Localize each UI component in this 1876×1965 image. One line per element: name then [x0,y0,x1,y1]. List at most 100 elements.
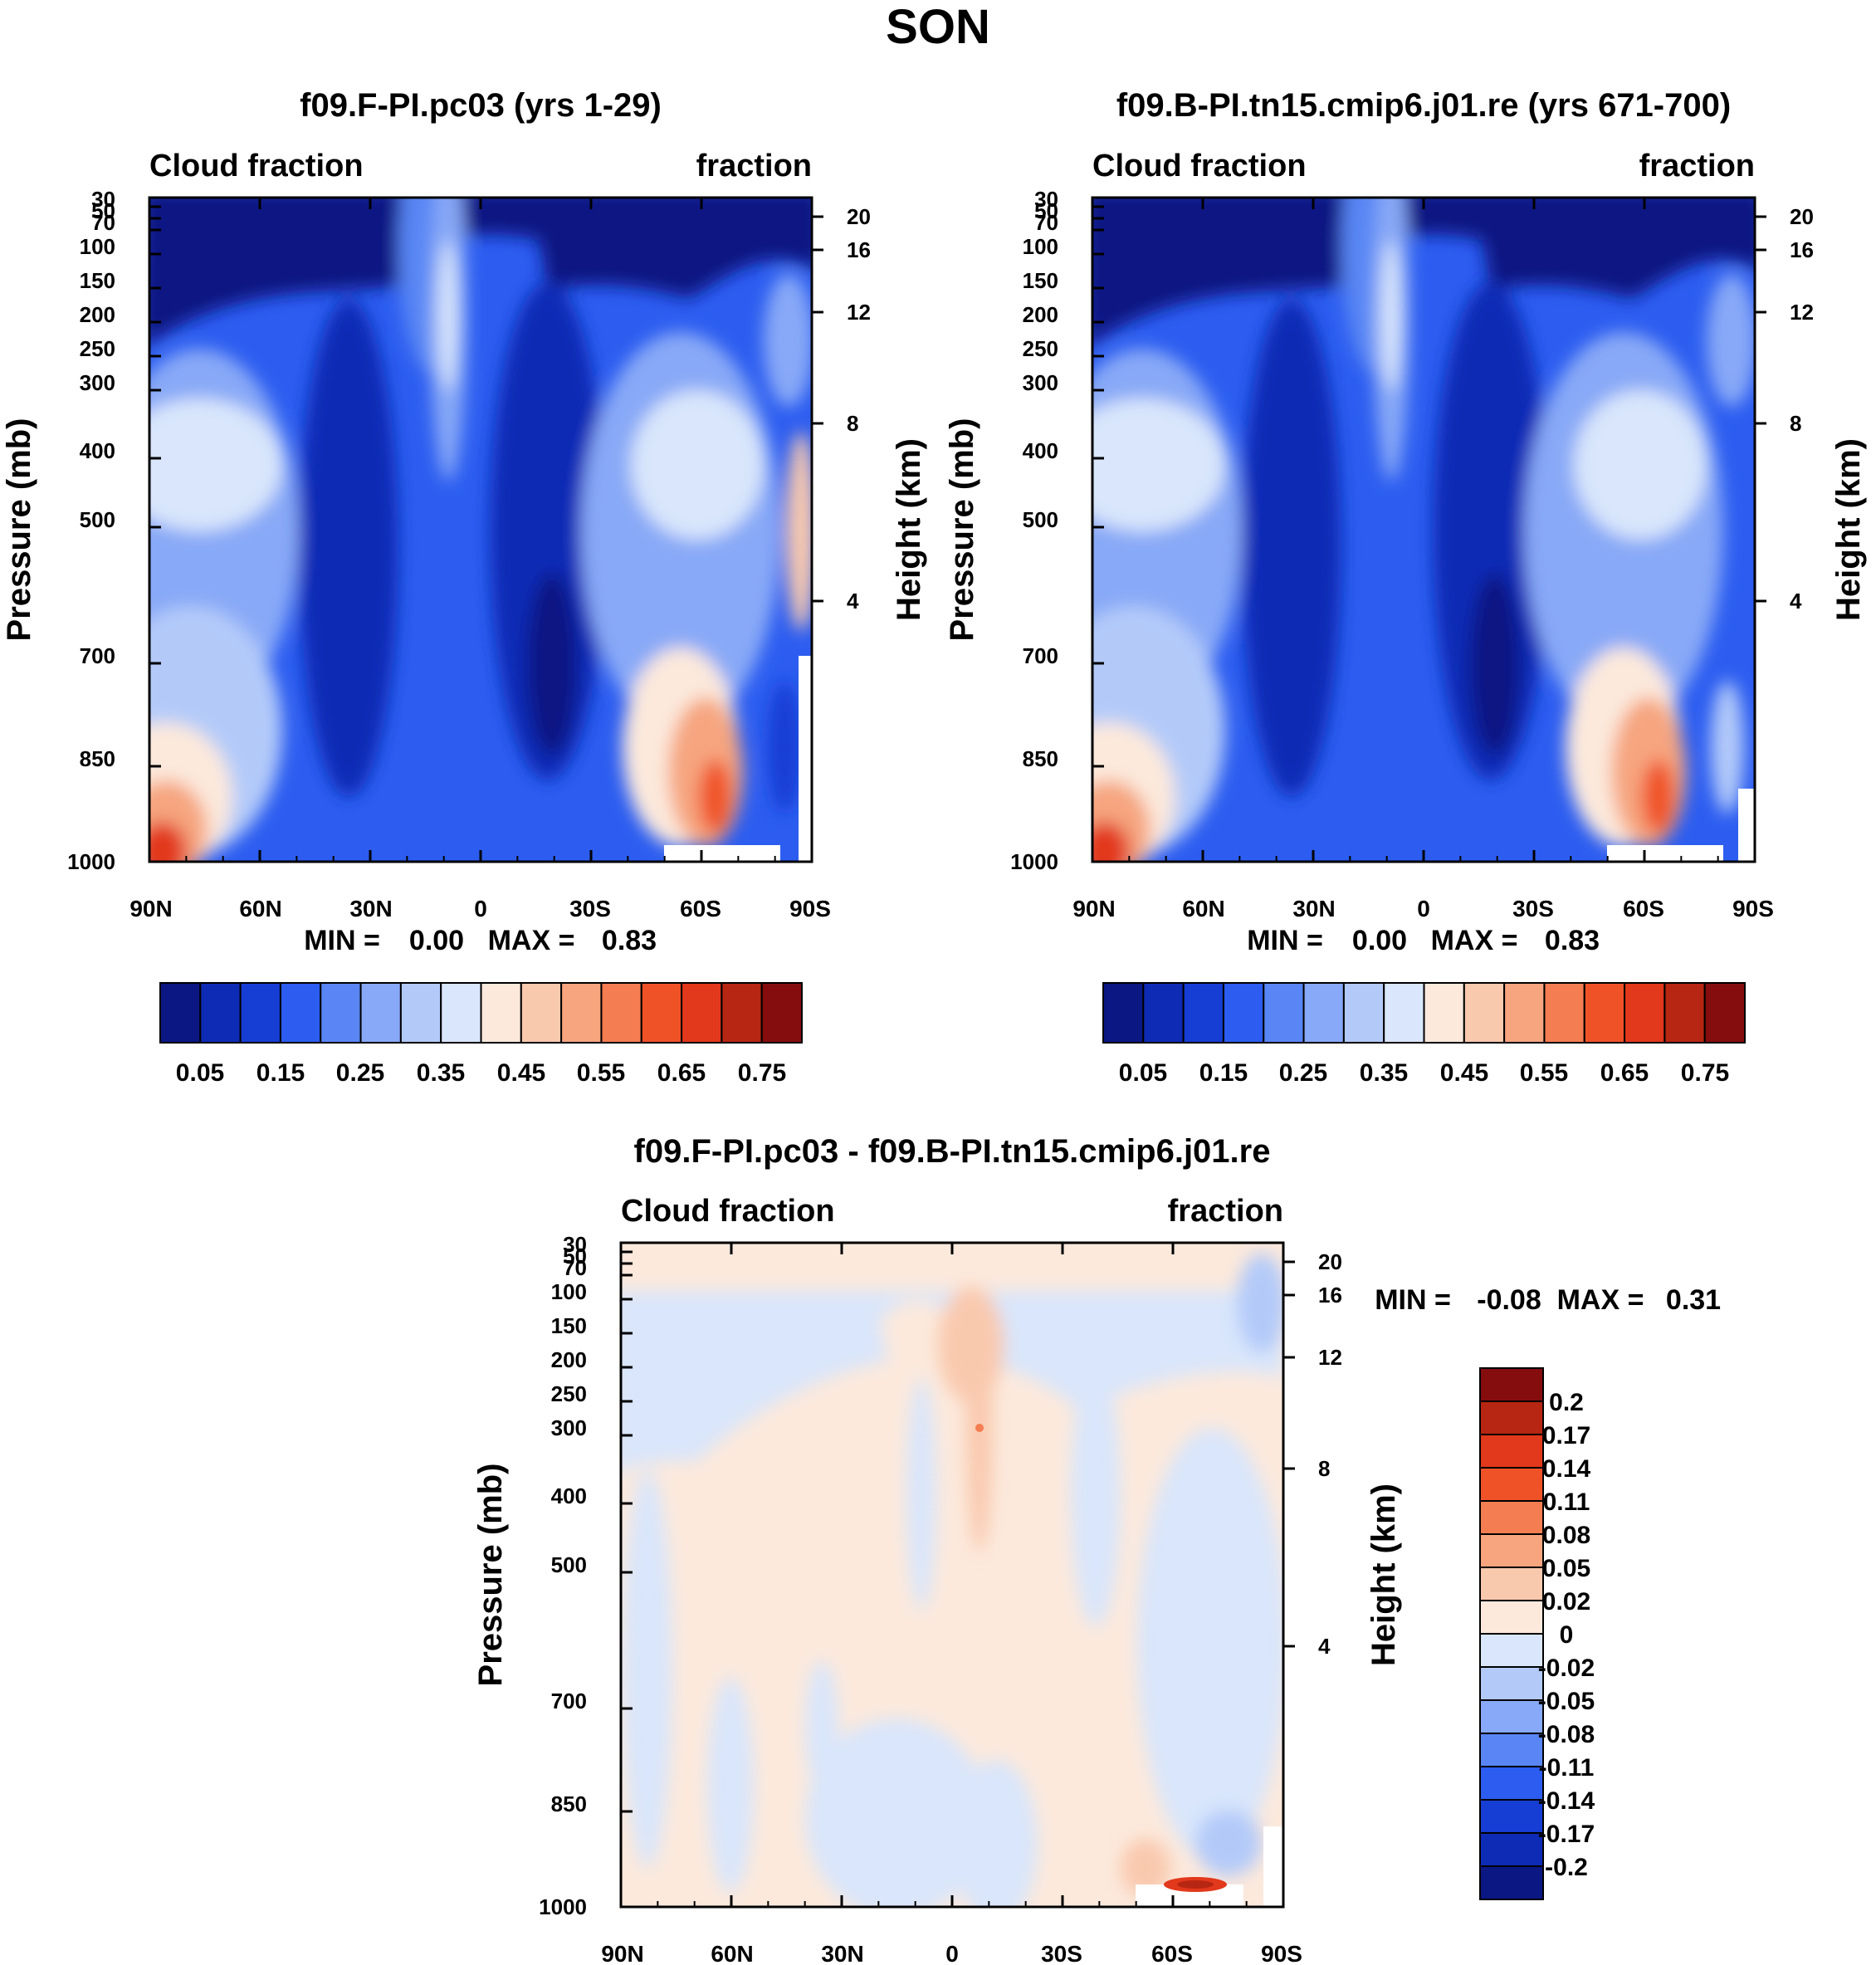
colorbar-swatch [359,982,402,1044]
colorbar-swatch [1222,982,1265,1044]
x-tick-label: 60S [1623,896,1664,921]
y-tick-label: 50 [563,1244,587,1268]
y2-tick-label: 12 [1318,1345,1342,1370]
right-units-label: fraction [1168,1194,1283,1229]
max-label: MAX = [1431,925,1518,956]
colorbar-swatch [1342,982,1385,1044]
colorbar-swatch [1479,1367,1544,1402]
y2-tick-label: 4 [1790,589,1802,613]
x-tick-label: 0 [1417,896,1430,921]
x-tick-label: 30S [569,896,611,921]
colorbar-swatch [1503,982,1546,1044]
y-axis-title: Pressure (mb) [944,418,980,642]
colorbar-label: -0.02 [1538,1655,1595,1682]
left-variable-label: Cloud fraction [621,1194,835,1229]
min-label: MIN = [1375,1284,1451,1316]
y-axis-title: Pressure (mb) [1,418,37,642]
y2-tick-label: 4 [1318,1634,1331,1659]
y-tick-label: 400 [1023,438,1058,463]
x-tick-label: 0 [474,896,487,921]
colorbar-label: -0.2 [1545,1854,1588,1881]
colorbar-swatch [399,982,442,1044]
y-tick-label: 400 [80,438,115,463]
y2-tick-label: 16 [1790,237,1814,262]
contour-field [149,198,812,862]
y-tick-label: 1000 [67,849,115,874]
y2-axis-title: Height (km) [1365,1484,1402,1666]
min-value: 0.00 [1352,925,1407,956]
y2-tick-label: 8 [847,411,858,436]
colorbar-label: 0.17 [1542,1422,1590,1449]
colorbar-swatch [1479,1666,1544,1701]
colorbar-label: 0.35 [417,1059,465,1087]
colorbar-swatch [721,982,763,1044]
x-tick-label: 60N [711,1941,753,1965]
colorbar-label: 0.55 [1520,1059,1568,1087]
y-axis-title: Pressure (mb) [472,1464,509,1687]
y-tick-label: 150 [80,268,115,293]
figure-title: SON [886,0,990,54]
x-axis-ticks [619,1243,1295,1909]
colorbar-swatch [600,982,642,1044]
colorbar-label: 0.2 [1549,1389,1584,1416]
y-tick-label: 850 [1023,746,1058,771]
y-tick-label: 300 [80,370,115,395]
colorbar [159,982,803,1044]
y-tick-label: 200 [551,1347,587,1372]
colorbar-label: 0.02 [1542,1588,1590,1616]
colorbar-label: 0.08 [1542,1522,1590,1549]
colorbar-swatch [1583,982,1626,1044]
colorbar-swatch [1479,1500,1544,1535]
colorbar [1102,982,1746,1044]
y-tick-label: 700 [1023,643,1058,668]
y2-tick-label: 12 [847,300,871,325]
y-tick-label: 300 [1023,370,1058,395]
panel-difference: f09.F-PI.pc03 - f09.B-PI.tn15.cmip6.j01.… [472,1133,1721,1965]
y2-tick-label: 20 [847,204,871,229]
y-tick-label: 200 [80,302,115,327]
y-tick-label: 200 [1023,302,1058,327]
y-tick-label: 70 [563,1255,587,1280]
min-label: MIN = [1247,925,1323,956]
y-tick-label: 100 [551,1279,587,1304]
y2-tick-label: 16 [1318,1283,1342,1308]
colorbar-swatch [1479,1699,1544,1734]
colorbar-swatch [1479,1467,1544,1502]
max-value: 0.83 [1545,925,1600,956]
colorbar-swatch [1703,982,1746,1044]
y-tick-label: 500 [551,1552,587,1577]
colorbar-swatch [1624,982,1666,1044]
colorbar-swatch [1479,1633,1544,1668]
colorbar-swatch [1479,1865,1544,1900]
colorbar-label: 0.75 [738,1059,786,1087]
colorbar-label: -0.11 [1539,1754,1595,1782]
colorbar-swatch [640,982,683,1044]
panel-coupled: f09.B-PI.tn15.cmip6.j01.re (yrs 671-700)… [944,87,1867,1087]
x-tick-label: 90N [129,896,172,921]
colorbar-swatch [1479,1832,1544,1867]
y2-tick-label: 4 [847,589,859,613]
colorbar-label: 0.65 [657,1059,706,1087]
y-tick-label: 850 [80,746,115,771]
colorbar-swatch [1302,982,1345,1044]
colorbar-swatch [1479,1434,1544,1469]
colorbar-swatch [1479,1600,1544,1635]
y-tick-label: 500 [80,507,115,532]
y-tick-label: 250 [551,1381,587,1406]
colorbar [1479,1367,1544,1900]
colorbar-swatch [239,982,281,1044]
colorbar-swatch [1142,982,1185,1044]
panel-title: f09.F-PI.pc03 (yrs 1-29) [300,87,662,124]
y2-axis-title: Height (km) [891,438,927,621]
y-tick-label: 150 [551,1313,587,1338]
y2-tick-label: 12 [1790,300,1814,325]
max-label: MAX = [1557,1284,1644,1316]
y-tick-label: 100 [1023,234,1058,259]
min-value: -0.08 [1477,1284,1541,1316]
y-tick-label: 250 [1023,336,1058,361]
x-tick-label: 90S [789,896,831,921]
x-tick-label: 60N [1182,896,1224,921]
max-value: 0.83 [602,925,657,956]
x-tick-label: 30S [1041,1941,1082,1965]
